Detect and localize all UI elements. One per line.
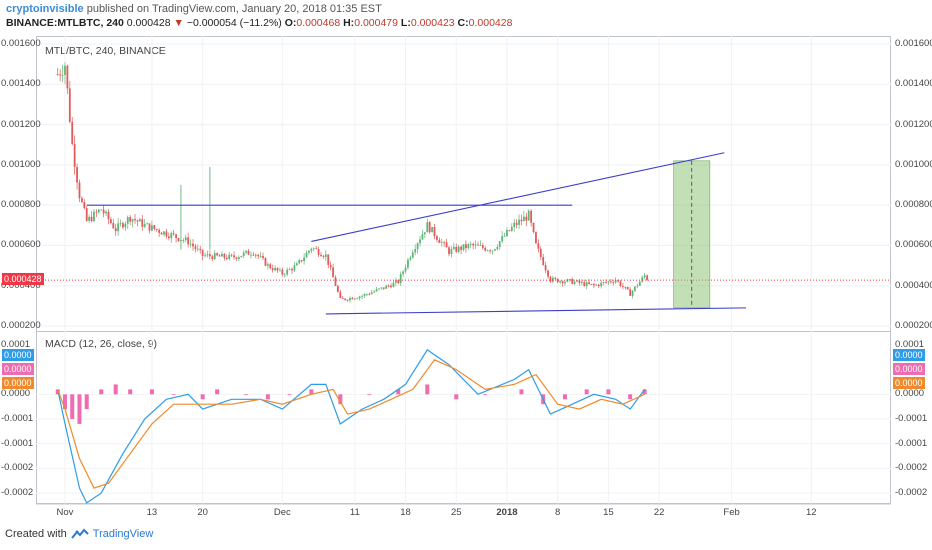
macd-axis-label-right: -0.0002 xyxy=(895,462,928,474)
price-axis-label-right: 0.001000 xyxy=(895,158,932,170)
price-axis-label-right: 0.001400 xyxy=(895,78,932,90)
low-value: 0.000423 xyxy=(410,17,455,29)
price-axis-label-right: 0.000600 xyxy=(895,239,932,251)
macd-axis-label-right: -0.0001 xyxy=(895,437,928,449)
last-price: 0.000428 xyxy=(126,17,171,29)
time-axis-label: 2018 xyxy=(496,507,518,518)
price-axis-label-left: 0.001400 xyxy=(1,78,41,90)
price-axis-label-left: 0.001000 xyxy=(1,158,41,170)
macd-axis-label-left: -0.0002 xyxy=(1,462,34,474)
open-label: O: xyxy=(284,17,297,29)
publish-info: cryptoinvisible published on TradingView… xyxy=(6,3,382,15)
high-value: 0.000479 xyxy=(354,17,398,29)
time-axis-label: 13 xyxy=(146,507,158,518)
low-label: L: xyxy=(400,17,411,29)
price-change: −0.000054 (−11.2%) xyxy=(186,17,282,29)
close-label: C: xyxy=(457,17,469,29)
author-link[interactable]: cryptoinvisible xyxy=(6,3,84,15)
macd-badge-right: 0.0000 xyxy=(893,349,925,361)
macd-pane-title: MACD (12, 26, close, 9) xyxy=(45,338,158,350)
created-with-text: Created with xyxy=(5,528,67,540)
footer: Created with TradingView xyxy=(5,528,153,540)
macd-axis-label-left: -0.0002 xyxy=(1,487,34,499)
macd-badge-left: 0.0000 xyxy=(2,377,34,389)
tradingview-logo-icon xyxy=(70,528,89,539)
published-text: published on TradingView.com, January 20… xyxy=(86,3,382,15)
price-axis-label-left: 0.000600 xyxy=(1,239,41,251)
time-axis-label: 11 xyxy=(349,507,360,518)
time-axis-label: 8 xyxy=(555,507,561,518)
price-axis-label-left: 0.001200 xyxy=(1,118,41,130)
price-axis-label-right: 0.000200 xyxy=(895,320,932,331)
macd-badge-left: 0.0000 xyxy=(2,363,34,375)
symbol-legend: BINANCE:MTLBTC, 240 0.000428 ▼ −0.000054… xyxy=(6,17,512,29)
open-value: 0.000468 xyxy=(296,17,341,29)
time-axis-label: Dec xyxy=(273,507,291,518)
high-label: H: xyxy=(343,17,355,29)
price-axis-label-right: 0.001200 xyxy=(895,118,932,130)
price-axis-label-left: 0.000800 xyxy=(1,199,41,211)
down-arrow-icon: ▼ xyxy=(173,17,184,29)
symbol-name: BINANCE:MTLBTC, 240 xyxy=(6,17,124,29)
time-axis-label: 15 xyxy=(603,507,614,518)
close-value: 0.000428 xyxy=(468,17,513,29)
price-pane-title: MTL/BTC, 240, BINANCE xyxy=(45,45,166,57)
time-axis-label: 20 xyxy=(197,507,208,518)
time-axis-label: 12 xyxy=(805,507,817,518)
price-axis-label-left: 0.001600 xyxy=(1,38,41,49)
macd-badge-right: 0.0000 xyxy=(893,377,925,389)
price-axis-label-left: 0.000200 xyxy=(1,320,41,331)
time-axis-label: 18 xyxy=(400,507,411,518)
macd-axis-label-left: 0.0001 xyxy=(1,338,31,350)
macd-axis-label-right: 0.0000 xyxy=(895,388,925,400)
macd-axis-label-left: -0.0001 xyxy=(1,413,34,424)
current-price-badge: 0.000428 xyxy=(2,273,44,286)
price-axis-label-left: 0.000400 xyxy=(1,279,41,291)
time-axis-label: Feb xyxy=(723,507,740,518)
macd-axis-label-right: 0.0001 xyxy=(895,338,925,350)
price-axis-label-right: 0.001600 xyxy=(895,38,932,49)
price-pane[interactable]: MTL/BTC, 240, BINANCE xyxy=(36,36,891,332)
price-axis-label-right: 0.000800 xyxy=(895,199,932,211)
macd-axis-label-right: -0.0001 xyxy=(895,413,928,424)
macd-pane[interactable]: MACD (12, 26, close, 9) xyxy=(36,332,891,504)
time-axis-label: Nov xyxy=(56,507,74,518)
macd-badge-right: 0.0000 xyxy=(893,363,925,375)
time-axis-label: 22 xyxy=(653,507,665,518)
time-axis-label: 25 xyxy=(450,507,462,518)
macd-axis-label-left: -0.0001 xyxy=(1,437,34,449)
macd-axis-label-left: 0.0000 xyxy=(1,388,31,400)
macd-axis-label-right: -0.0002 xyxy=(895,487,928,499)
tradingview-brand[interactable]: TradingView xyxy=(92,528,154,540)
macd-badge-left: 0.0000 xyxy=(2,349,34,361)
price-axis-label-right: 0.000400 xyxy=(895,279,932,291)
